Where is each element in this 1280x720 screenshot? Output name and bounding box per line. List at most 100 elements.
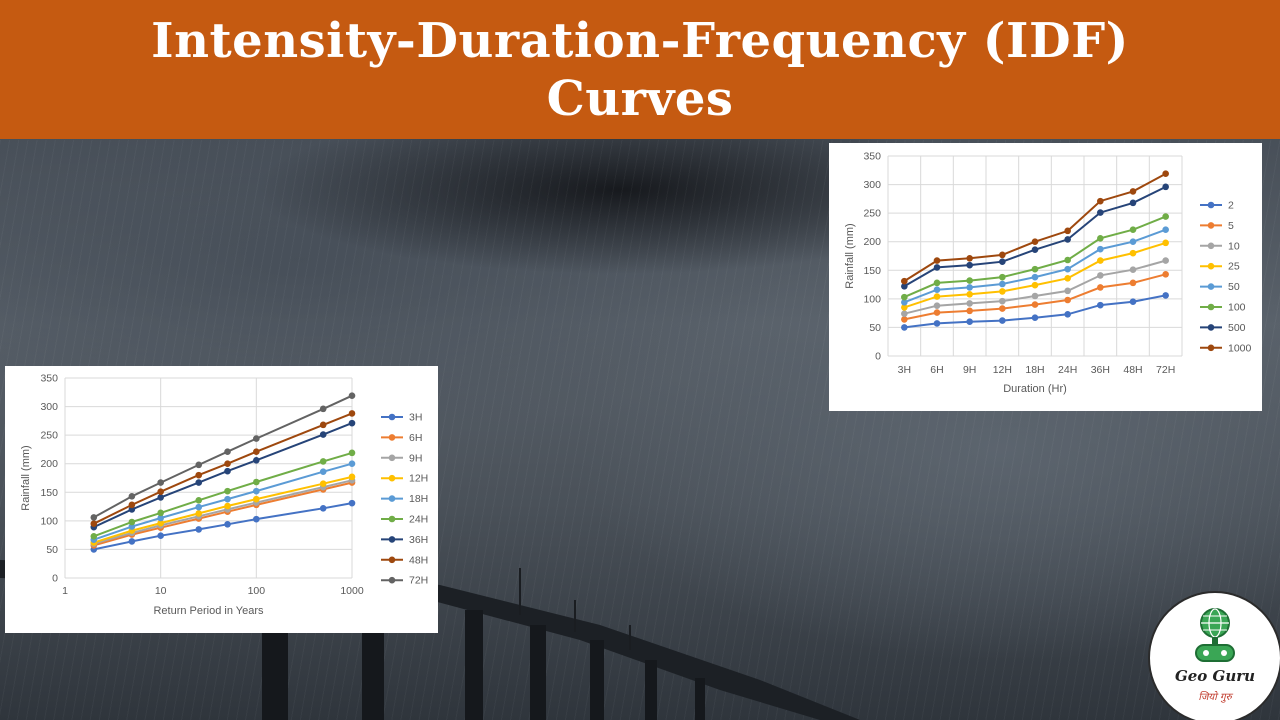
data-point-100: [1097, 234, 1104, 242]
data-point-72h: [253, 435, 260, 442]
data-point-3h: [348, 499, 356, 507]
data-point-1000: [1031, 238, 1039, 246]
data-point-10: [1162, 257, 1169, 264]
data-point-500: [1162, 183, 1169, 191]
data-point-72h: [128, 492, 136, 500]
data-point-36h: [348, 419, 356, 427]
data-point-48h: [195, 471, 203, 479]
data-point-36h: [224, 467, 231, 475]
y-tick-label: 50: [46, 544, 58, 556]
legend-marker-1000: [1207, 344, 1215, 352]
logo-tagline: जियो गुरु: [1198, 692, 1232, 703]
data-point-50: [1162, 226, 1169, 234]
data-point-500: [1064, 236, 1071, 243]
legend-marker-100: [1207, 303, 1215, 311]
x-tick-label: 3H: [898, 364, 911, 376]
y-tick-label: 100: [40, 515, 58, 527]
y-tick-label: 150: [40, 487, 58, 499]
legend-label-50: 50: [1228, 281, 1240, 293]
legend-marker-9h: [388, 454, 396, 462]
data-point-25: [1097, 257, 1104, 264]
data-point-48h: [90, 520, 98, 528]
data-point-1000: [1162, 170, 1169, 178]
data-point-25: [1064, 274, 1071, 282]
data-point-3h: [253, 515, 260, 523]
data-point-500: [1031, 246, 1039, 254]
x-tick-label: 12H: [993, 364, 1012, 376]
data-point-100: [966, 277, 973, 284]
data-point-25: [1162, 239, 1169, 247]
y-axis-title: Rainfall (mm): [844, 223, 856, 288]
data-point-3h: [319, 504, 327, 512]
data-point-48h: [319, 421, 327, 429]
data-point-1000: [933, 257, 941, 264]
y-tick-label: 150: [863, 265, 881, 277]
data-point-10: [901, 310, 908, 318]
data-point-18h: [319, 468, 327, 476]
x-axis-title: Duration (Hr): [1003, 383, 1067, 395]
data-point-50: [933, 286, 941, 294]
data-point-5: [966, 307, 973, 315]
series-line-36h: [93, 422, 353, 529]
data-point-18h: [348, 460, 356, 468]
x-tick-label: 48H: [1123, 364, 1142, 376]
legend-label-1000: 1000: [1228, 342, 1252, 354]
data-point-100: [901, 293, 908, 301]
data-point-5: [1129, 279, 1137, 287]
series-line-18h: [93, 462, 353, 541]
data-point-50: [1129, 238, 1137, 246]
data-point-10: [1129, 266, 1137, 274]
data-point-18h: [253, 487, 260, 495]
data-point-12h: [224, 502, 231, 510]
legend-marker-6h: [388, 434, 396, 441]
data-point-5: [1064, 296, 1071, 304]
data-point-50: [1097, 245, 1104, 253]
data-point-1000: [999, 251, 1006, 259]
data-point-72h: [90, 514, 98, 521]
data-point-2: [933, 320, 941, 327]
y-tick-label: 300: [863, 179, 881, 191]
data-point-10: [1097, 272, 1104, 279]
globe-gamepad-icon: [1195, 608, 1235, 662]
y-axis-title: Rainfall (mm): [20, 445, 32, 510]
x-tick-label: 100: [248, 585, 266, 597]
legend-label-9h: 9H: [409, 452, 422, 464]
data-point-25: [999, 288, 1006, 295]
data-point-5: [1097, 284, 1104, 291]
data-point-50: [999, 280, 1006, 288]
x-tick-label: 1: [62, 585, 68, 597]
data-point-100: [1031, 265, 1039, 273]
data-point-24h: [128, 518, 136, 526]
legend-label-500: 500: [1228, 322, 1246, 334]
data-point-48h: [348, 410, 356, 417]
data-point-2: [1031, 314, 1039, 322]
data-point-5: [1162, 270, 1169, 278]
legend-marker-48h: [388, 556, 396, 564]
legend-label-36h: 36H: [409, 534, 428, 546]
data-point-24h: [348, 449, 356, 457]
data-point-72h: [195, 461, 203, 469]
legend-marker-500: [1207, 324, 1215, 331]
y-tick-label: 0: [875, 351, 881, 363]
legend-label-5: 5: [1228, 220, 1234, 232]
data-point-100: [1162, 213, 1169, 220]
data-point-5: [933, 309, 941, 316]
legend-label-48h: 48H: [409, 554, 428, 566]
data-point-2: [1064, 310, 1071, 318]
data-point-3h: [128, 538, 136, 545]
y-tick-label: 0: [52, 573, 58, 585]
data-point-1000: [901, 277, 908, 285]
data-point-24h: [224, 487, 231, 495]
data-point-1000: [966, 254, 973, 262]
legend-marker-12h: [388, 474, 396, 482]
title-banner: Intensity-Duration-Frequency (IDF) Curve…: [0, 0, 1280, 139]
x-tick-label: 72H: [1156, 364, 1175, 376]
legend-label-3h: 3H: [409, 412, 422, 424]
data-point-24h: [90, 532, 98, 540]
data-point-25: [901, 304, 908, 311]
data-point-48h: [224, 460, 231, 468]
data-point-50: [966, 284, 973, 291]
legend-marker-2: [1207, 201, 1215, 209]
legend-marker-72h: [388, 576, 396, 584]
